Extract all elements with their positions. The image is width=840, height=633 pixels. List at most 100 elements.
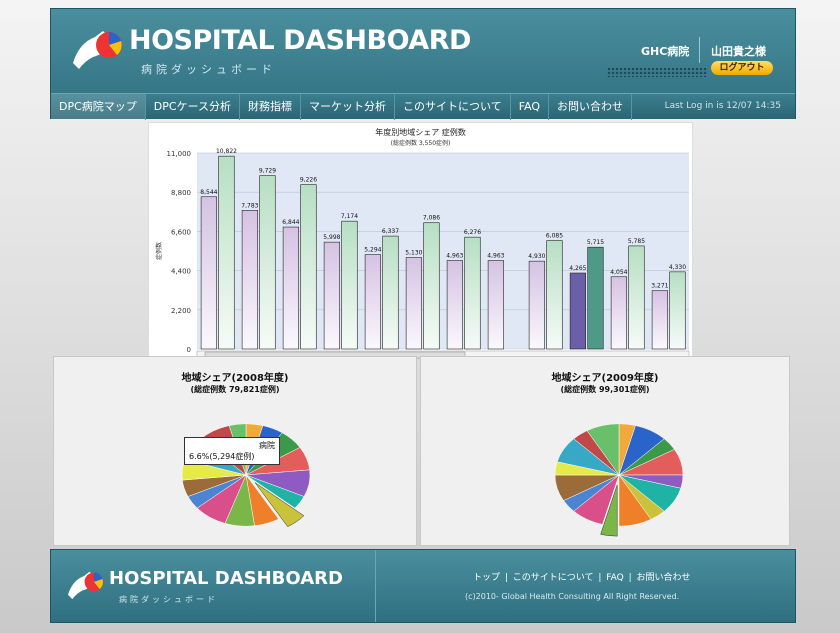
logo-text: HOSPITAL DASHBOARD: [129, 25, 471, 56]
footer-link-top[interactable]: トップ: [473, 573, 501, 583]
footer-link-faq[interactable]: FAQ: [606, 573, 624, 583]
bar-v2008: [569, 272, 586, 350]
footer-divider: [375, 550, 376, 622]
bar-value-label: 7,783: [241, 202, 258, 209]
y-tick-label: 2,200: [171, 307, 191, 315]
tooltip-hospital: 病院: [259, 441, 275, 450]
chart-title: 年度別地域シェア 症例数: [375, 128, 466, 137]
bar-value-label: 9,226: [300, 177, 317, 184]
bar-value-label: 5,294: [364, 247, 381, 254]
footer-logo-subtitle: 病院ダッシュボード: [119, 595, 218, 604]
nav-item-about[interactable]: このサイトについて: [395, 93, 511, 120]
bar-value-label: 5,130: [405, 250, 422, 257]
tooltip-value: 6.6%(5,294症例): [189, 452, 255, 461]
pie-slice[interactable]: [586, 423, 620, 476]
y-tick-label: 8,800: [171, 189, 191, 197]
bar-value-label: 3,271: [651, 283, 668, 290]
bar-v2009: [546, 240, 563, 350]
bar-value-label: 4,265: [569, 265, 586, 272]
footer-link-contact[interactable]: お問い合わせ: [636, 573, 691, 583]
header-dots: [607, 67, 707, 77]
bar-value-label: 6,844: [282, 219, 299, 226]
logo-icon: [73, 31, 122, 69]
bar-value-label: 8,544: [200, 189, 217, 196]
logo-subtitle: 病院ダッシュボード: [141, 63, 276, 76]
bar-value-label: 5,785: [628, 238, 645, 245]
bar-value-label: 4,963: [487, 253, 504, 260]
pie-panel-2008: 地域シェア(2008年度) (総症例数 79,821症例) 病院 6.6%(5,…: [53, 356, 417, 546]
pie-tooltip: 病院 6.6%(5,294症例): [184, 437, 280, 465]
bar-value-label: 5,998: [323, 234, 340, 241]
y-axis-label: 症例数: [155, 242, 163, 260]
bar-value-label: 4,930: [528, 253, 545, 260]
bar-v2008: [282, 226, 299, 350]
bar-chart-svg: 0 2,200 4,400 6,600 8,800 11,000 症例数 8,544 10,82…: [155, 148, 690, 359]
bar-chart: 年度別地域シェア 症例数 (総症例数 3,550症例) 0 2,200 4,400 6…: [148, 122, 693, 359]
bar-value-label: 7,174: [341, 213, 358, 220]
chart-subtitle: (総症例数 3,550症例): [390, 140, 451, 147]
y-tick-label: 6,600: [171, 228, 191, 236]
bar-value-label: 6,337: [382, 228, 399, 235]
hospital-name: GHC病院: [641, 45, 690, 58]
pie-2008-title: 地域シェア(2008年度): [181, 373, 289, 384]
pie-2008-subtitle: (総症例数 79,821症例): [190, 385, 280, 394]
pie-2009-title: 地域シェア(2009年度): [551, 373, 659, 384]
user-name: 山田貴之様: [711, 45, 766, 58]
bar-value-label: 6,085: [546, 233, 563, 240]
bar-v2008: [405, 257, 422, 350]
nav-item-finance[interactable]: 財務指標: [240, 93, 302, 120]
pie-2009-subtitle: (総症例数 99,301症例): [560, 385, 650, 394]
bar-v2009: [218, 155, 235, 350]
bar-v2008: [323, 241, 340, 350]
bar-value-label: 7,086: [423, 215, 440, 222]
plot-area: [197, 153, 689, 349]
pie-slice[interactable]: [618, 474, 652, 527]
pie-chart-2009[interactable]: [541, 397, 711, 547]
header: HOSPITAL DASHBOARD 病院ダッシュボード GHC病院 山田貴之様…: [50, 8, 796, 120]
bar-v2009: [300, 184, 317, 350]
bar-v2008: [241, 210, 258, 350]
main-nav: DPC病院マップ DPCケース分析 財務指標 マーケット分析 このサイトについて…: [51, 93, 795, 120]
bar-v2008: [446, 260, 463, 350]
bar-value-label: 9,729: [259, 168, 276, 175]
nav-item-market[interactable]: マーケット分析: [301, 93, 396, 120]
bar-v2008: [487, 260, 504, 350]
bar-v2009: [423, 222, 440, 350]
bar-value-label: 10,822: [216, 148, 237, 155]
y-tick-label: 0: [187, 346, 191, 354]
logout-button[interactable]: ログアウト: [711, 61, 773, 75]
bar-v2008: [651, 290, 668, 350]
bar-value-label: 4,054: [610, 269, 627, 276]
bar-v2008: [528, 260, 545, 350]
bar-value-label: 5,715: [587, 239, 604, 246]
bar-v2009: [464, 236, 481, 350]
nav-item-faq[interactable]: FAQ: [511, 93, 550, 120]
bar-value-label: 4,330: [669, 264, 686, 271]
bar-v2008: [610, 276, 627, 350]
pie-chart-2008[interactable]: [166, 397, 336, 547]
pie-slice[interactable]: [245, 474, 305, 509]
nav-item-dpc-case[interactable]: DPCケース分析: [146, 93, 241, 120]
nav-item-contact[interactable]: お問い合わせ: [549, 93, 633, 120]
nav-item-dpc-map[interactable]: DPC病院マップ: [51, 93, 146, 120]
bar-v2009: [669, 271, 686, 350]
bar-v2009: [341, 220, 358, 350]
bar-v2008: [200, 196, 217, 350]
bar-v2009: [259, 175, 276, 350]
bar-value-label: 4,963: [446, 253, 463, 260]
bar-v2009: [382, 235, 399, 350]
last-login: Last Log in is 12/07 14:35: [664, 101, 781, 111]
bar-v2009: [587, 246, 604, 350]
bar-v2009: [628, 245, 645, 350]
footer-logo-text: HOSPITAL DASHBOARD: [109, 568, 343, 589]
header-divider: [699, 37, 700, 63]
bar-value-label: 6,276: [464, 229, 481, 236]
footer-links: トップ | このサイトについて | FAQ | お問い合わせ: [473, 573, 691, 583]
footer-logo-icon: [68, 571, 104, 600]
y-tick-label: 4,400: [171, 268, 191, 276]
footer-link-about[interactable]: このサイトについて: [512, 573, 594, 583]
copyright: (c)2010- Global Health Consulting All Ri…: [465, 592, 680, 601]
pie-slice[interactable]: [254, 482, 305, 528]
y-tick-label: 11,000: [167, 150, 192, 158]
pie-slice[interactable]: [600, 484, 618, 537]
